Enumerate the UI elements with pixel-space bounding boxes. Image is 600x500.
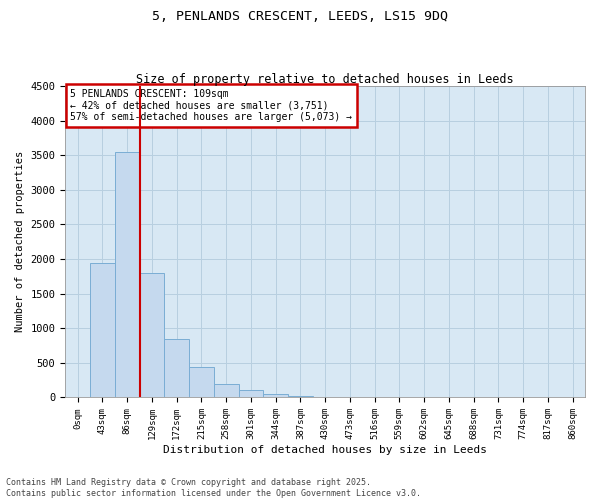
Text: 5, PENLANDS CRESCENT, LEEDS, LS15 9DQ: 5, PENLANDS CRESCENT, LEEDS, LS15 9DQ [152,10,448,23]
Bar [288,396,313,398]
Bar [140,273,164,398]
Bar [90,262,115,398]
Bar [239,390,263,398]
Y-axis label: Number of detached properties: Number of detached properties [15,151,25,332]
Text: Contains HM Land Registry data © Crown copyright and database right 2025.
Contai: Contains HM Land Registry data © Crown c… [6,478,421,498]
Bar [214,384,239,398]
Title: Size of property relative to detached houses in Leeds: Size of property relative to detached ho… [136,73,514,86]
Bar [115,152,140,398]
Bar [263,394,288,398]
Bar [189,367,214,398]
X-axis label: Distribution of detached houses by size in Leeds: Distribution of detached houses by size … [163,445,487,455]
Bar [164,338,189,398]
Text: 5 PENLANDS CRESCENT: 109sqm
← 42% of detached houses are smaller (3,751)
57% of : 5 PENLANDS CRESCENT: 109sqm ← 42% of det… [70,89,352,122]
